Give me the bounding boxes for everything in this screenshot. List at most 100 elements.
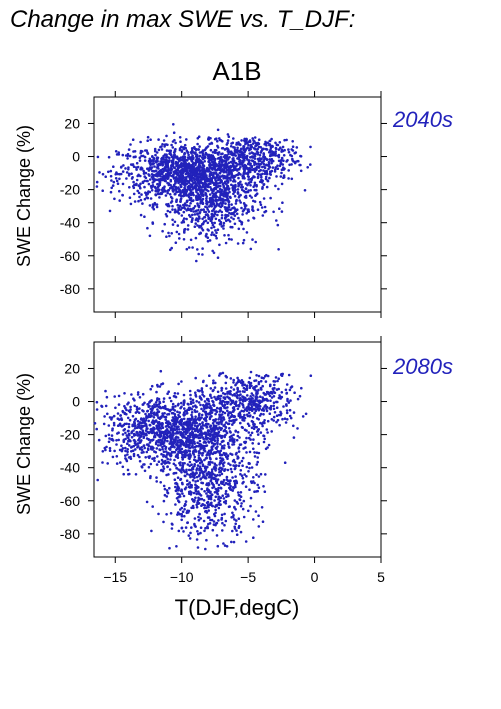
data-point xyxy=(155,390,158,394)
data-point xyxy=(237,216,240,220)
y-axis-title-2040s: SWE Change (%) xyxy=(14,125,34,267)
data-point xyxy=(237,227,241,231)
data-point xyxy=(182,393,186,397)
data-point xyxy=(181,453,184,457)
data-point xyxy=(186,179,189,183)
data-point xyxy=(214,210,218,213)
data-point xyxy=(270,137,273,141)
data-point xyxy=(236,146,239,150)
data-point xyxy=(245,388,249,392)
data-point xyxy=(238,163,242,166)
data-point xyxy=(252,216,255,220)
data-point xyxy=(257,451,261,455)
data-point xyxy=(231,443,234,446)
data-point xyxy=(177,382,180,386)
data-point xyxy=(259,387,263,390)
data-point xyxy=(156,427,159,431)
data-point xyxy=(128,418,132,422)
data-point xyxy=(309,374,313,378)
data-point xyxy=(197,389,201,393)
data-point xyxy=(191,217,194,220)
data-point xyxy=(130,393,133,396)
data-point xyxy=(203,215,207,219)
data-point xyxy=(182,191,186,195)
data-point xyxy=(196,502,200,506)
data-point xyxy=(132,454,136,458)
data-point xyxy=(183,400,186,404)
data-point xyxy=(182,238,186,241)
data-point xyxy=(136,434,139,437)
data-point xyxy=(291,140,295,143)
data-point xyxy=(176,511,180,514)
data-point xyxy=(173,478,177,482)
data-point xyxy=(171,208,174,211)
data-point xyxy=(195,444,198,448)
data-point xyxy=(223,406,226,409)
data-point xyxy=(235,438,239,442)
data-point xyxy=(213,395,216,399)
data-point xyxy=(239,201,242,204)
data-point xyxy=(238,436,241,439)
data-point xyxy=(160,157,163,161)
data-point xyxy=(242,145,245,149)
data-point xyxy=(163,493,167,497)
data-point xyxy=(198,184,201,187)
data-point xyxy=(251,137,254,140)
data-point xyxy=(211,191,214,195)
data-point xyxy=(185,194,188,197)
data-point xyxy=(259,162,263,166)
data-point xyxy=(166,439,169,443)
data-point xyxy=(292,411,296,414)
data-point xyxy=(255,463,259,466)
data-point xyxy=(218,243,221,247)
data-point xyxy=(172,154,176,157)
data-point xyxy=(260,376,264,380)
data-point xyxy=(194,376,197,380)
data-point xyxy=(197,492,201,495)
data-point xyxy=(247,424,251,428)
data-point xyxy=(187,449,190,452)
data-point xyxy=(245,409,248,412)
data-point xyxy=(256,483,260,487)
data-point xyxy=(124,454,127,457)
data-point xyxy=(140,193,143,196)
data-point xyxy=(185,204,189,207)
data-point xyxy=(198,167,201,171)
data-point xyxy=(190,152,193,155)
data-point xyxy=(215,406,219,410)
data-point xyxy=(185,437,188,440)
data-point xyxy=(225,187,229,191)
data-point xyxy=(238,161,242,164)
data-point xyxy=(227,187,231,190)
data-point xyxy=(218,499,222,503)
data-point xyxy=(233,222,237,226)
data-point xyxy=(189,402,193,406)
data-point xyxy=(240,459,244,463)
data-point xyxy=(206,516,210,519)
data-point xyxy=(300,386,303,390)
data-point xyxy=(266,179,269,182)
data-point xyxy=(178,148,182,152)
data-point xyxy=(231,437,234,440)
data-point xyxy=(214,508,217,512)
data-point xyxy=(124,446,127,450)
data-point xyxy=(221,392,225,395)
data-point xyxy=(164,447,167,451)
data-point xyxy=(142,172,146,175)
data-point xyxy=(180,526,184,530)
data-point xyxy=(228,419,231,423)
data-point xyxy=(198,471,202,475)
data-point xyxy=(197,165,200,169)
data-point xyxy=(189,531,192,535)
data-point xyxy=(117,403,121,406)
data-point xyxy=(192,451,195,455)
data-point xyxy=(153,411,156,415)
data-point xyxy=(216,213,219,217)
data-point xyxy=(280,391,284,394)
data-point xyxy=(224,519,228,523)
data-point xyxy=(183,430,186,434)
data-point xyxy=(148,157,152,161)
data-point xyxy=(258,157,261,160)
data-point xyxy=(163,437,167,440)
data-point xyxy=(288,414,292,418)
